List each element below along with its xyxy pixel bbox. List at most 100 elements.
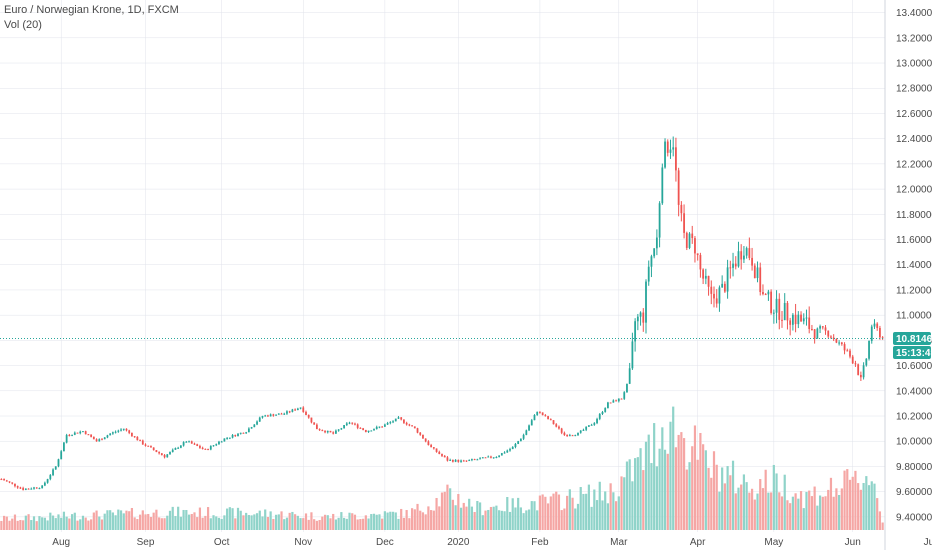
grid-lines	[0, 0, 930, 532]
candle	[590, 423, 593, 426]
volume-bar	[511, 498, 514, 530]
volume-bar	[76, 520, 79, 530]
volume-indicator-label[interactable]: Vol (20)	[4, 19, 42, 31]
volume-bar	[280, 511, 283, 530]
candle	[764, 293, 767, 296]
volume-bar	[495, 505, 498, 530]
volume-bar	[519, 507, 522, 530]
volume-bar	[454, 505, 457, 530]
candle	[169, 451, 171, 455]
volume-bar	[740, 484, 743, 530]
volume-bar	[568, 489, 571, 530]
volume-bar	[585, 493, 588, 530]
volume-bar	[130, 507, 134, 530]
candle	[141, 439, 144, 445]
candle-body	[653, 248, 656, 257]
candle-body	[193, 443, 196, 445]
candle-body	[14, 483, 16, 487]
volume-bar	[653, 423, 656, 530]
volume-bar	[707, 467, 710, 530]
volume-bar	[878, 511, 882, 530]
symbol-title[interactable]: Euro / Norwegian Krone, 1D, FXCM	[4, 4, 179, 16]
volume-bar	[508, 511, 512, 530]
candle-body	[699, 255, 702, 270]
volume-bar	[870, 481, 873, 530]
candle-body	[218, 441, 220, 445]
volume-bar	[258, 510, 261, 530]
candle-body	[386, 423, 389, 425]
candle-body	[593, 423, 596, 425]
candle	[846, 348, 849, 352]
price-tick-label: 12.40000	[896, 134, 932, 145]
volume-bar	[416, 503, 419, 530]
volume-bar	[100, 519, 104, 530]
volume-bar	[62, 511, 66, 530]
volume-bar	[712, 451, 716, 530]
candle	[190, 440, 193, 444]
candle-body	[90, 434, 93, 437]
candle-body	[207, 449, 209, 451]
volume-bar	[35, 521, 38, 530]
candle-body	[98, 439, 101, 442]
time-tick-label: Aug	[52, 537, 70, 548]
candle	[313, 422, 316, 425]
price-tick-label: 9.80000	[896, 462, 932, 473]
candle-body	[655, 237, 658, 249]
candle-body	[394, 418, 397, 422]
candle	[79, 430, 82, 435]
candle-body	[247, 428, 250, 433]
candle-body	[579, 430, 582, 433]
candle-body	[623, 392, 626, 399]
candle-body	[745, 248, 748, 256]
candle-body	[174, 448, 177, 450]
candle-body	[239, 432, 242, 434]
candle	[694, 236, 696, 263]
candle-body	[813, 329, 816, 339]
candle-body	[791, 314, 794, 325]
volume-bar	[111, 512, 114, 530]
candle	[718, 285, 721, 312]
candle	[95, 438, 98, 442]
candle	[604, 407, 607, 413]
candle	[511, 446, 514, 450]
candle	[783, 293, 786, 321]
candle-body	[835, 339, 838, 343]
candle-body	[574, 435, 577, 437]
time-axis[interactable]: Aug Sep Oct Nov Dec 2020 Feb Mar Apr May Jun Ju	[52, 537, 932, 548]
candle	[821, 326, 824, 330]
candle	[261, 415, 264, 419]
volume-bar	[799, 491, 803, 530]
candle-body	[373, 429, 375, 431]
candle	[650, 254, 653, 278]
candle-body	[280, 413, 283, 415]
candle	[373, 428, 375, 431]
candle	[737, 241, 740, 268]
candle	[811, 324, 813, 331]
volume-bar	[372, 513, 376, 530]
candle-body	[171, 449, 174, 453]
candle-body	[220, 441, 223, 443]
candle-body	[46, 479, 49, 483]
price-axis[interactable]: 13.40000 13.20000 13.00000 12.80000 12.60000…	[896, 8, 932, 523]
candle-body	[881, 337, 884, 339]
candle-body	[691, 233, 694, 239]
candle-body	[767, 291, 770, 295]
candle	[228, 437, 231, 440]
candle	[800, 311, 802, 323]
candle	[802, 313, 805, 325]
volume-bar	[389, 511, 392, 530]
candle	[607, 401, 609, 409]
candle	[451, 459, 454, 463]
volume-bar	[620, 476, 623, 530]
candle-body	[389, 422, 392, 424]
candle	[544, 414, 547, 417]
volume-bar	[223, 515, 226, 530]
volume-bar	[274, 514, 278, 530]
volume-bar	[805, 491, 808, 530]
candle	[122, 428, 125, 431]
volume-bar	[536, 510, 539, 530]
volume-bar	[253, 514, 256, 530]
volume-bar	[789, 503, 792, 530]
candle-body	[713, 293, 715, 299]
